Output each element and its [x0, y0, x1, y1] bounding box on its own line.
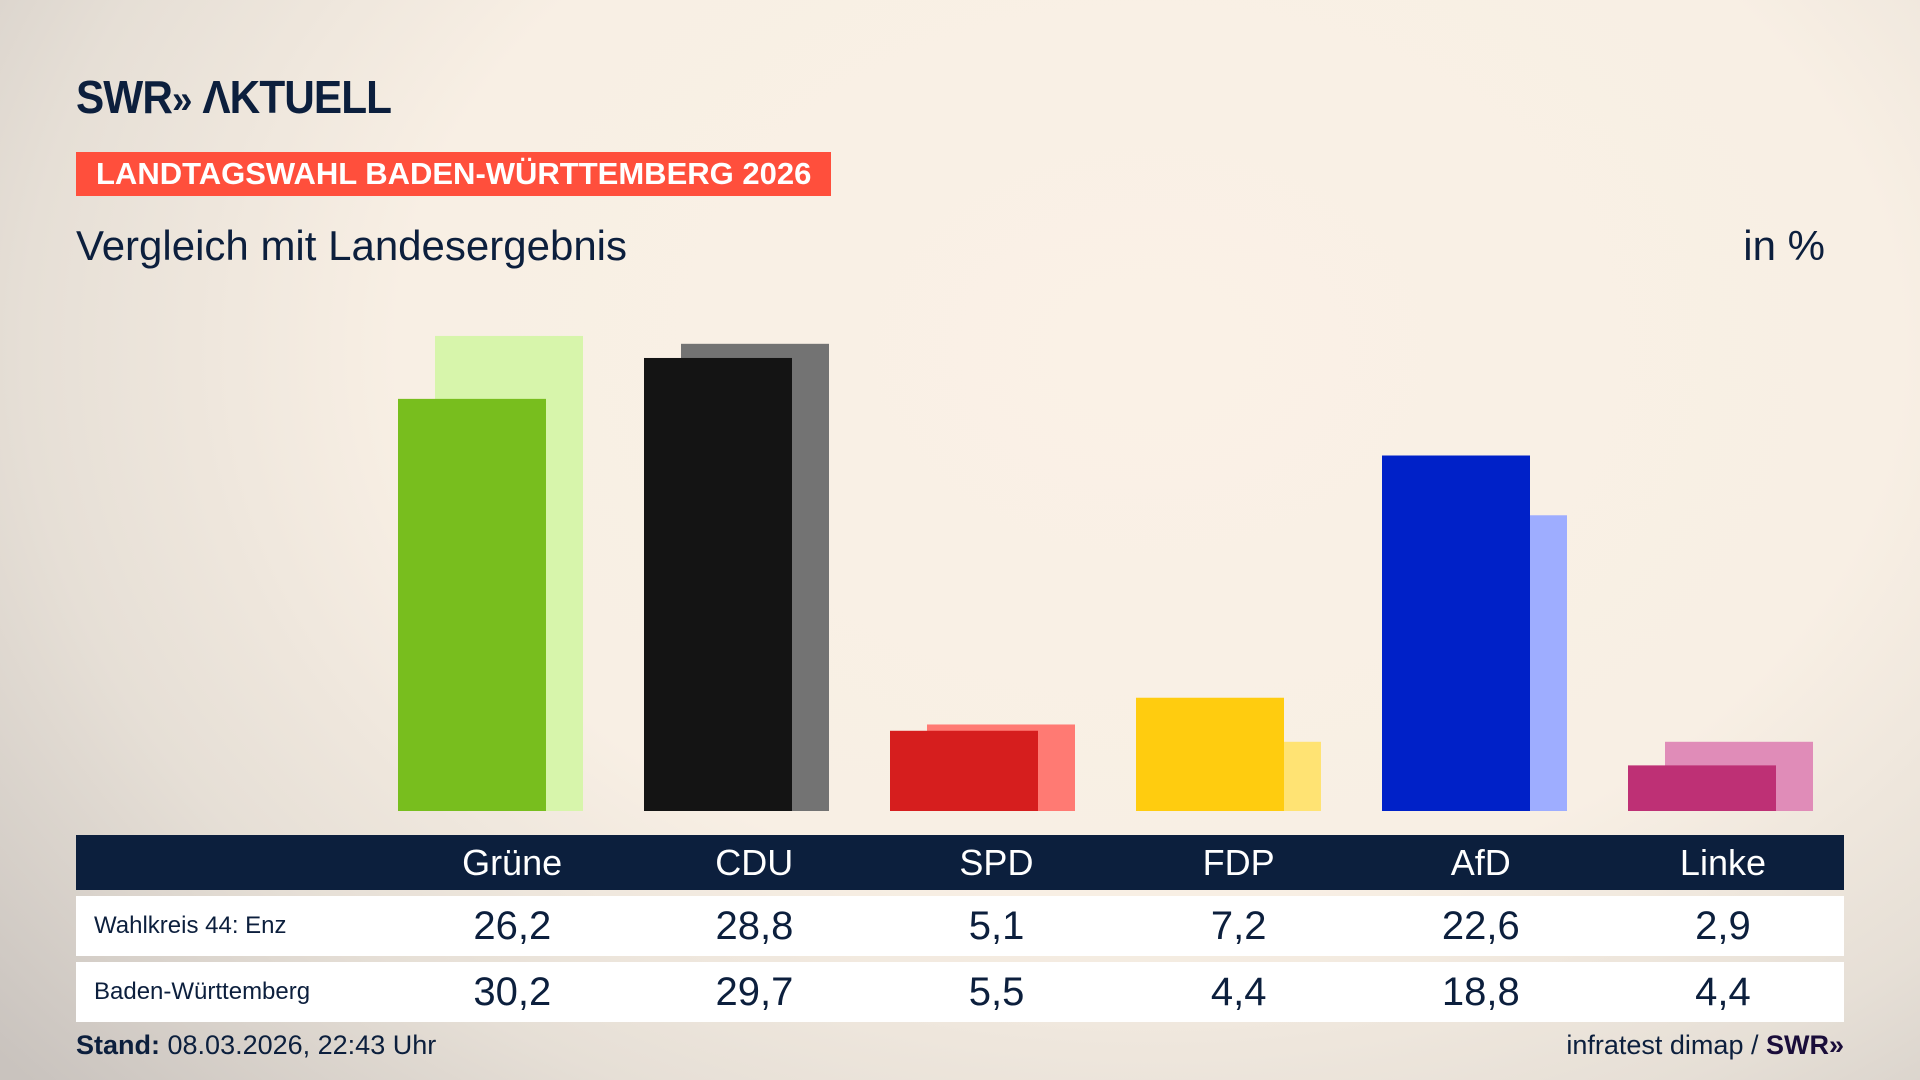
district-bar-spd [890, 730, 1038, 811]
district-bar-fdp [1136, 697, 1284, 811]
column-header: SPD [959, 842, 1034, 883]
chart-subtitle: Vergleich mit Landesergebnis [76, 222, 628, 269]
table-cell: 29,7 [715, 969, 794, 1014]
table-cell: 22,6 [1441, 903, 1520, 948]
swr-aktuell-logo: SWR» ΛKTUELL [76, 71, 392, 123]
row-label: Wahlkreis 44: Enz [94, 912, 287, 939]
district-bar-cdu [644, 357, 792, 811]
table-cell: 2,9 [1695, 903, 1751, 948]
source-credit: infratest dimap / SWR» [1566, 1030, 1844, 1061]
column-header: FDP [1202, 842, 1275, 883]
table-header: Grüne CDU SPD FDP AfD Linke [76, 835, 1844, 890]
column-header: CDU [715, 842, 794, 883]
election-banner: LANDTAGSWAHL BADEN-WÜRTTEMBERG 2026 [76, 152, 832, 196]
bar-chart [398, 335, 1813, 811]
row-label: Baden-Württemberg [94, 978, 311, 1005]
table-cell: 26,2 [473, 903, 552, 948]
source-text: infratest dimap / [1566, 1030, 1759, 1060]
stand-value: 08.03.2026, 22:43 Uhr [167, 1030, 437, 1060]
column-header: Grüne [462, 842, 563, 883]
table-row: Wahlkreis 44: Enz 26,2 28,8 5,1 7,2 22,6… [76, 896, 1844, 956]
table-row: Baden-Württemberg 30,2 29,7 5,5 4,4 18,8… [76, 962, 1844, 1022]
results-table: Grüne CDU SPD FDP AfD Linke Wahlkreis 44… [76, 835, 1844, 1022]
timestamp: Stand: 08.03.2026, 22:43 Uhr [76, 1030, 436, 1061]
swr-logo: SWR» [1765, 1030, 1844, 1060]
stand-label: Stand: [76, 1030, 160, 1060]
table-cell: 28,8 [715, 903, 794, 948]
table-cell: 18,8 [1441, 969, 1520, 1014]
table-cell: 4,4 [1210, 969, 1267, 1014]
table-cell: 4,4 [1695, 969, 1751, 1014]
column-header: Linke [1679, 842, 1766, 883]
table-cell: 30,2 [473, 969, 552, 1014]
table-cell: 5,5 [968, 969, 1025, 1014]
district-bar-afd [1382, 455, 1530, 811]
unit-label: in % [1743, 222, 1825, 269]
table-cell: 7,2 [1210, 903, 1267, 948]
district-bar-gruene [398, 398, 546, 811]
column-header: AfD [1450, 842, 1511, 883]
table-cell: 5,1 [968, 903, 1025, 948]
header-spacer [76, 835, 391, 890]
district-bar-linke [1628, 765, 1776, 811]
